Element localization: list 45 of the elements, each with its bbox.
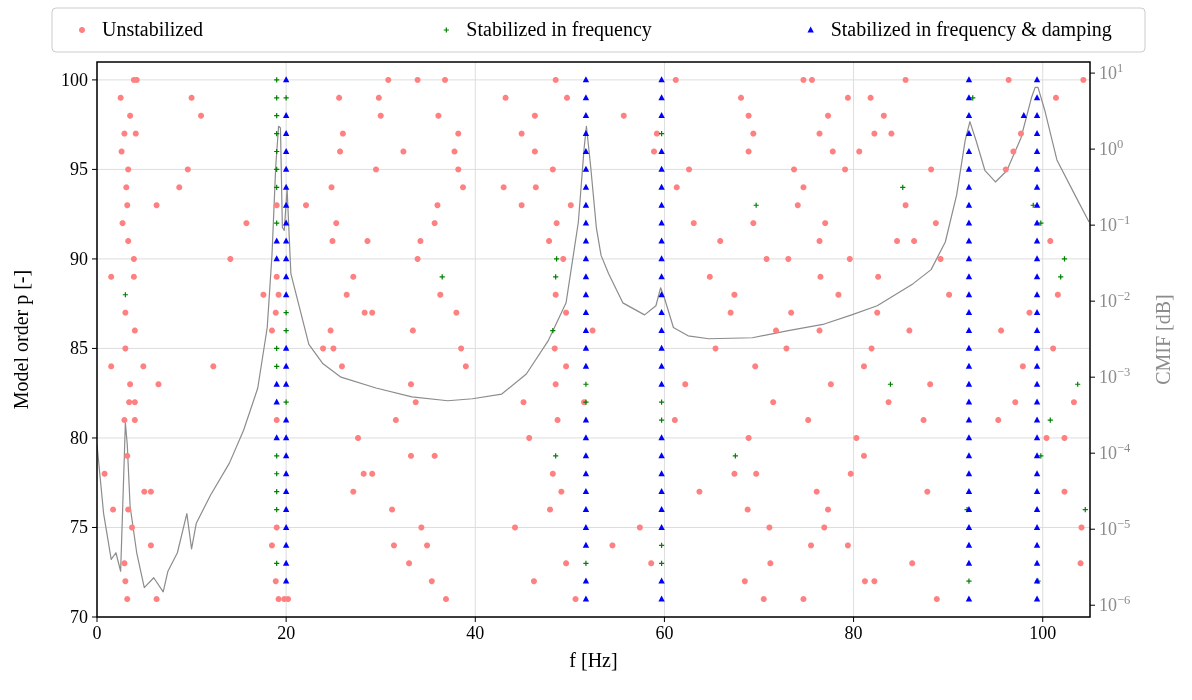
- y-tick-label: 80: [70, 427, 88, 448]
- y2-axis-title: CMIF [dB]: [1152, 294, 1174, 385]
- legend-label: Stabilized in frequency: [466, 18, 652, 41]
- y2-tick-label: 10$^{−5}$: [1099, 517, 1131, 540]
- point: [282, 94, 290, 102]
- point: [553, 255, 560, 263]
- point: [1061, 255, 1068, 263]
- point: [282, 327, 290, 334]
- y2-tick-label: 10$^{−2}$: [1099, 289, 1131, 312]
- y2-tick-label: 10$^{−4}$: [1099, 441, 1132, 464]
- y2-tick-label: 10$^{−6}$: [1099, 593, 1131, 616]
- point: [1047, 416, 1054, 424]
- point: [658, 416, 665, 424]
- y-tick-label: 85: [70, 338, 88, 359]
- point: [552, 452, 559, 460]
- y-axis-title: Model order p [-]: [10, 269, 33, 410]
- y2-tick-label: 10$^{0}$: [1099, 137, 1124, 160]
- y2-tick-label: 10$^{1}$: [1099, 61, 1124, 84]
- point: [273, 219, 280, 227]
- x-tick-label: 80: [844, 623, 863, 643]
- point: [282, 309, 290, 316]
- point: [582, 560, 590, 567]
- point: [582, 381, 590, 388]
- point: [1037, 219, 1045, 227]
- y-tick-label: 100: [61, 69, 88, 90]
- x-tick-label: 100: [1029, 623, 1057, 643]
- y-tick-label: 95: [70, 159, 88, 180]
- x-tick-label: 40: [466, 623, 485, 643]
- x-tick-label: 0: [92, 623, 102, 643]
- point: [282, 398, 290, 406]
- x-axis-title: f [Hz]: [569, 649, 618, 671]
- y-tick-label: 75: [70, 517, 88, 538]
- y-tick-label: 90: [70, 248, 88, 269]
- point: [273, 452, 280, 460]
- point: [732, 452, 739, 460]
- point: [273, 76, 280, 84]
- x-tick-label: 20: [277, 623, 296, 643]
- point: [1037, 452, 1045, 460]
- y-tick-label: 70: [70, 607, 88, 627]
- point: [965, 577, 973, 585]
- y2-tick-label: 10$^{−3}$: [1099, 365, 1131, 388]
- legend-label: Stabilized in frequency & damping: [830, 18, 1112, 41]
- x-tick-label: 60: [655, 623, 674, 643]
- legend-label: Unstabilized: [102, 18, 204, 40]
- y2-tick-label: 10$^{−1}$: [1099, 213, 1131, 236]
